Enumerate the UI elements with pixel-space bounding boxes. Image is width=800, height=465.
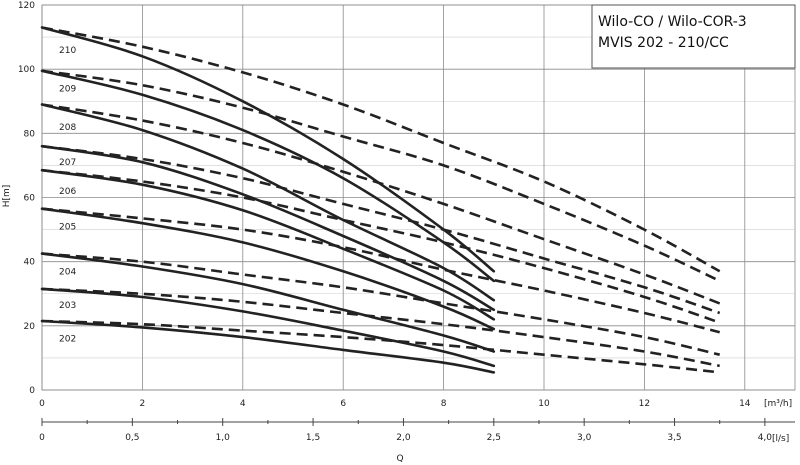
curve-207-solid xyxy=(40,144,496,312)
y-tick-label: 0 xyxy=(29,386,35,396)
curve-206-dashed xyxy=(41,168,721,324)
y-tick-label: 20 xyxy=(24,322,36,332)
curve-202-dashed xyxy=(41,319,720,374)
x2-tick-label: 3,5 xyxy=(667,433,681,443)
x-axis-unit-m3h: [m³/h] xyxy=(764,399,792,409)
chart-title-line-1: Wilo-CO / Wilo-COR-3 xyxy=(598,14,747,30)
curve-203-solid xyxy=(40,287,496,368)
x2-tick-label: 1,5 xyxy=(306,433,320,443)
curve-205-solid xyxy=(40,207,496,331)
x-tick-label: 6 xyxy=(340,399,346,409)
curve-204-solid xyxy=(40,252,496,353)
curve-206-solid xyxy=(40,168,496,321)
curve-210-dashed xyxy=(41,26,721,273)
x-tick-label: 4 xyxy=(240,399,246,409)
x-tick-label: 14 xyxy=(739,399,751,409)
x-tick-label: 2 xyxy=(140,399,146,409)
curve-203-dashed xyxy=(41,287,720,368)
stage-label-205: 205 xyxy=(59,222,76,232)
x-tick-label: 12 xyxy=(639,399,650,409)
curve-209-dashed xyxy=(41,69,721,283)
x2-tick-label: 2,0 xyxy=(396,433,411,443)
x2-tick-label: 3,0 xyxy=(577,433,592,443)
curve-202-solid xyxy=(40,319,496,374)
axes: 0 20 40 60 80 100 120 0 2 4 6 8 10 12 14 0 0,5 1,0 1,5 2,0 2… xyxy=(18,1,795,443)
x2-tick-label: 2,5 xyxy=(487,433,501,443)
curve-208-dashed xyxy=(41,103,721,305)
title-box: Wilo-CO / Wilo-COR-3 MVIS 202 - 210/CC xyxy=(591,4,796,69)
y-tick-label: 80 xyxy=(24,129,36,139)
pump-curves xyxy=(40,26,721,374)
y-axis-label: H[m] xyxy=(2,185,12,208)
stage-label-204: 204 xyxy=(59,267,76,277)
x-tick-label: 8 xyxy=(441,399,447,409)
stage-label-202: 202 xyxy=(59,335,76,345)
curve-204-dashed xyxy=(41,252,720,356)
stage-label-209: 209 xyxy=(59,84,76,94)
y-tick-label: 40 xyxy=(24,258,36,268)
curve-205-dashed xyxy=(41,207,721,334)
x2-tick-label: 4,0 xyxy=(758,433,773,443)
x-tick-label: 0 xyxy=(39,399,45,409)
x2-tick-label: 0 xyxy=(39,433,45,443)
stage-labels: 210 209 208 207 206 205 204 203 202 xyxy=(59,46,76,345)
x2-tick-label: 0,5 xyxy=(125,433,139,443)
stage-label-208: 208 xyxy=(59,123,76,133)
chart-title-line-2: MVIS 202 - 210/CC xyxy=(598,35,729,51)
stage-label-206: 206 xyxy=(59,187,76,197)
stage-label-207: 207 xyxy=(59,158,76,168)
x-axis-unit-ls: [l/s] xyxy=(772,434,789,444)
x-axis-label: Q xyxy=(396,454,403,464)
y-tick-label: 120 xyxy=(18,1,35,11)
y-tick-label: 60 xyxy=(24,194,36,204)
x-tick-label: 10 xyxy=(538,399,550,409)
grid xyxy=(41,4,796,391)
y-tick-label: 100 xyxy=(18,65,35,75)
curve-207-dashed xyxy=(41,144,721,315)
stage-label-203: 203 xyxy=(59,301,76,311)
x2-tick-label: 1,0 xyxy=(216,433,231,443)
stage-label-210: 210 xyxy=(59,46,76,56)
